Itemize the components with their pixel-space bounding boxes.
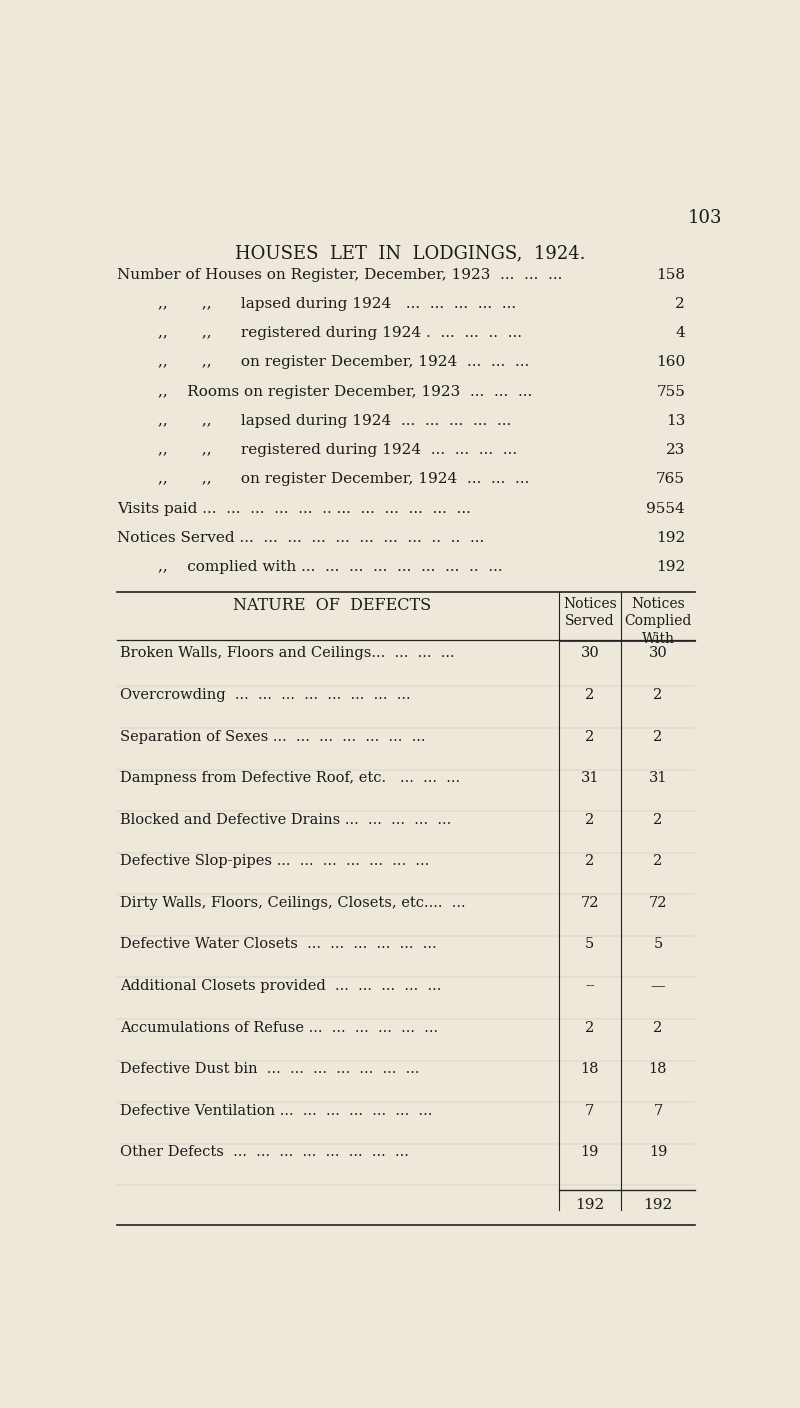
Text: Visits paid ...  ...  ...  ...  ...  .. ...  ...  ...  ...  ...  ...: Visits paid ... ... ... ... ... .. ... .… [117,501,471,515]
Text: 5: 5 [585,938,594,952]
Text: Additional Closets provided  ...  ...  ...  ...  ...: Additional Closets provided ... ... ... … [120,979,442,993]
Text: ,,    Rooms on register December, 1923  ...  ...  ...: ,, Rooms on register December, 1923 ... … [158,384,532,398]
Text: 18: 18 [581,1062,599,1076]
Text: Defective Slop-pipes ...  ...  ...  ...  ...  ...  ...: Defective Slop-pipes ... ... ... ... ...… [120,855,430,869]
Text: Number of Houses on Register, December, 1923  ...  ...  ...: Number of Houses on Register, December, … [117,268,562,282]
Text: 755: 755 [656,384,685,398]
Text: 5: 5 [654,938,662,952]
Text: Broken Walls, Floors and Ceilings...  ...  ...  ...: Broken Walls, Floors and Ceilings... ...… [120,646,454,660]
Text: 2: 2 [654,812,662,826]
Text: 7: 7 [585,1104,594,1118]
Text: 4: 4 [675,327,685,341]
Text: 192: 192 [643,1198,673,1212]
Text: Separation of Sexes ...  ...  ...  ...  ...  ...  ...: Separation of Sexes ... ... ... ... ... … [120,729,426,743]
Text: 2: 2 [654,689,662,703]
Text: 2: 2 [585,689,594,703]
Text: Notices
Served: Notices Served [563,597,617,628]
Text: Dirty Walls, Floors, Ceilings, Closets, etc....  ...: Dirty Walls, Floors, Ceilings, Closets, … [120,895,466,910]
Text: 30: 30 [581,646,599,660]
Text: 2: 2 [585,1021,594,1035]
Text: 2: 2 [654,729,662,743]
Text: 2: 2 [654,1021,662,1035]
Text: 30: 30 [649,646,667,660]
Text: NATURE  OF  DEFECTS: NATURE OF DEFECTS [234,597,431,614]
Text: ,,    complied with ...  ...  ...  ...  ...  ...  ...  ..  ...: ,, complied with ... ... ... ... ... ...… [158,560,502,574]
Text: 2: 2 [675,297,685,311]
Text: 192: 192 [656,560,685,574]
Text: Other Defects  ...  ...  ...  ...  ...  ...  ...  ...: Other Defects ... ... ... ... ... ... ..… [120,1145,409,1159]
Text: ,,       ,,      on register December, 1924  ...  ...  ...: ,, ,, on register December, 1924 ... ...… [158,355,530,369]
Text: ,,       ,,      registered during 1924 .  ...  ...  ..  ...: ,, ,, registered during 1924 . ... ... .… [158,327,522,341]
Text: 72: 72 [649,895,667,910]
Text: Defective Dust bin  ...  ...  ...  ...  ...  ...  ...: Defective Dust bin ... ... ... ... ... .… [120,1062,420,1076]
Text: ,,       ,,      lapsed during 1924   ...  ...  ...  ...  ...: ,, ,, lapsed during 1924 ... ... ... ...… [158,297,516,311]
Text: Dampness from Defective Roof, etc.   ...  ...  ...: Dampness from Defective Roof, etc. ... .… [120,772,460,786]
Text: Blocked and Defective Drains ...  ...  ...  ...  ...: Blocked and Defective Drains ... ... ...… [120,812,451,826]
Text: 7: 7 [654,1104,662,1118]
Text: HOUSES  LET  IN  LODGINGS,  1924.: HOUSES LET IN LODGINGS, 1924. [234,245,586,262]
Text: 158: 158 [656,268,685,282]
Text: 2: 2 [585,855,594,869]
Text: 72: 72 [581,895,599,910]
Text: Accumulations of Refuse ...  ...  ...  ...  ...  ...: Accumulations of Refuse ... ... ... ... … [120,1021,438,1035]
Text: —: — [650,979,666,993]
Text: 19: 19 [581,1145,599,1159]
Text: Notices Served ...  ...  ...  ...  ...  ...  ...  ...  ..  ..  ...: Notices Served ... ... ... ... ... ... .… [117,531,484,545]
Text: --: -- [585,979,594,993]
Text: 9554: 9554 [646,501,685,515]
Text: ,,       ,,      on register December, 1924  ...  ...  ...: ,, ,, on register December, 1924 ... ...… [158,472,530,486]
Text: ,,       ,,      lapsed during 1924  ...  ...  ...  ...  ...: ,, ,, lapsed during 1924 ... ... ... ...… [158,414,511,428]
Text: 2: 2 [585,729,594,743]
Text: 103: 103 [687,208,722,227]
Text: 31: 31 [649,772,667,786]
Text: 31: 31 [581,772,599,786]
Text: Defective Water Closets  ...  ...  ...  ...  ...  ...: Defective Water Closets ... ... ... ... … [120,938,437,952]
Text: 192: 192 [575,1198,605,1212]
Text: 19: 19 [649,1145,667,1159]
Text: 2: 2 [585,812,594,826]
Text: Notices
Complied
With: Notices Complied With [624,597,692,646]
Text: 192: 192 [656,531,685,545]
Text: 13: 13 [666,414,685,428]
Text: 2: 2 [654,855,662,869]
Text: Overcrowding  ...  ...  ...  ...  ...  ...  ...  ...: Overcrowding ... ... ... ... ... ... ...… [120,689,410,703]
Text: 18: 18 [649,1062,667,1076]
Text: 23: 23 [666,444,685,458]
Text: 160: 160 [656,355,685,369]
Text: 765: 765 [656,472,685,486]
Text: Defective Ventilation ...  ...  ...  ...  ...  ...  ...: Defective Ventilation ... ... ... ... ..… [120,1104,433,1118]
Text: ,,       ,,      registered during 1924  ...  ...  ...  ...: ,, ,, registered during 1924 ... ... ...… [158,444,518,458]
